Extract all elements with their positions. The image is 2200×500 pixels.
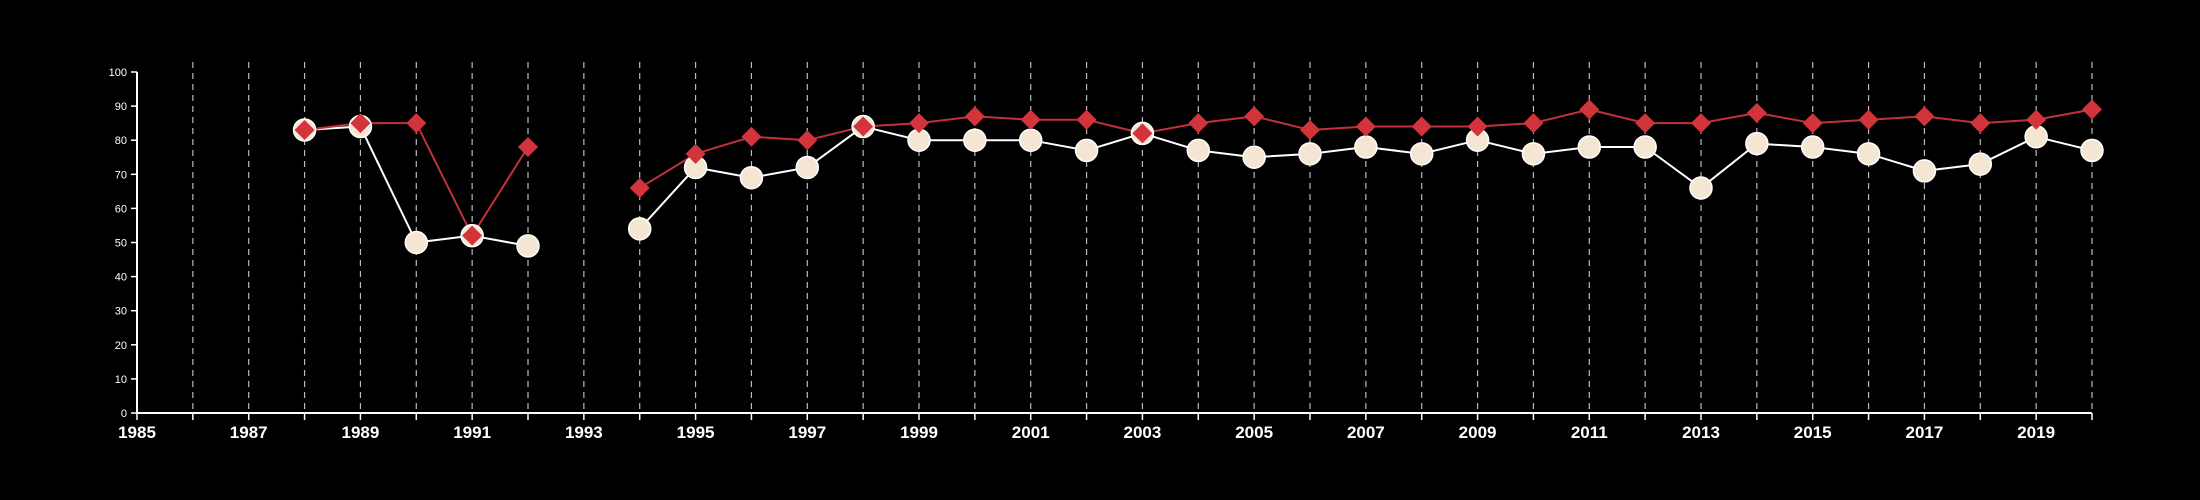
x-tick-label: 2015 [1794,423,1832,442]
diamond-marker [909,113,929,134]
y-tick-label: 70 [115,169,127,181]
axes: 0 10 20 30 40 50 60 70 80 90 100 1985 1987 1989 1991 19… [109,67,2093,442]
circle-marker [404,230,429,255]
diamond-marker [1579,99,1600,120]
circle-marker [1800,135,1825,159]
circle-marker [795,155,820,180]
diamond-marker [1244,106,1265,127]
diamond-marker [853,116,874,137]
circle-marker [1577,135,1602,159]
circle-marker [1633,135,1657,159]
diamond-marker [1355,116,1376,137]
diamond-marker [1691,113,1711,134]
diamond-marker [1076,109,1097,130]
diamond-marker [2082,99,2102,120]
diamond-marker [741,126,762,147]
circle-marker [1409,142,1434,166]
x-tick-label: 1991 [453,423,491,442]
y-tick-label: 20 [115,340,127,352]
circle-marker [963,128,987,152]
diamond-marker [350,113,371,134]
y-tick-label: 10 [115,374,127,386]
x-tick-label: 2007 [1347,423,1385,442]
diamond-marker [1411,116,1432,137]
y-tick-label: 30 [115,306,127,318]
x-tick-label: 1999 [900,423,938,442]
x-tick-label: 2003 [1124,423,1162,442]
x-tick-label: 2001 [1012,423,1050,442]
x-tick-label: 1989 [342,423,380,442]
diamond-marker [462,225,483,246]
circle-marker [1298,142,1322,166]
circle-marker [1856,142,1881,166]
circle-marker [1354,135,1378,159]
circle-marker [1018,128,1043,152]
x-tick-label: 2017 [1906,423,1944,442]
x-tick-label: 2019 [2017,423,2055,442]
diamond-marker [1970,113,1991,134]
y-tick-label: 40 [115,272,127,284]
circle-marker [1242,145,1266,169]
circle-marker [1074,138,1099,163]
diamond-marker [1858,109,1879,130]
diamond-marker [964,106,985,127]
circle-marker [1912,159,1937,183]
x-tick-label: 1995 [677,423,715,442]
x-tick-label: 1987 [230,423,268,442]
diamond-marker [1300,119,1320,140]
diamond-marker [1635,113,1656,134]
x-tick-label: 1993 [565,423,603,442]
y-tick-label: 90 [115,101,127,113]
diamond-marker [1523,113,1544,134]
diamond-marker [685,143,706,164]
y-tick-label: 60 [115,203,127,215]
x-tick-label: 2013 [1682,423,1720,442]
diamond-marker [1746,102,1767,123]
x-tick-label: 2005 [1235,423,1273,442]
diamond-marker [1467,116,1488,137]
circle-marker [1745,131,1769,156]
y-tick-label: 80 [115,135,127,147]
circle-marker [1968,152,1993,176]
circle-marker [2080,138,2104,163]
circle-marker [1186,138,1211,163]
x-tick-label: 2011 [1571,423,1608,442]
circle-marker [1689,176,1713,200]
circle-marker [516,234,540,258]
diamond-marker [1914,106,1935,127]
diamond-marker [1020,109,1041,130]
diamond-marker [1132,123,1153,144]
y-tick-label: 100 [109,67,127,79]
circle-marker [627,217,652,241]
x-tick-label: 2009 [1459,423,1497,442]
circle-marker [1521,142,1546,166]
diamond-marker [1802,113,1823,134]
circle-marker [739,165,764,190]
y-tick-label: 0 [121,408,127,420]
diamond-marker [2026,109,2047,130]
diamond-marker [518,137,538,158]
diamond-marker [629,177,650,198]
diamond-marker [406,113,427,134]
y-tick-label: 50 [115,238,127,250]
x-tick-label: 1985 [118,423,156,442]
diamond-marker [294,119,315,140]
diamond-marker [1188,113,1209,134]
data-points [292,99,2104,258]
diamond-marker [797,130,818,151]
x-tick-label: 1997 [788,423,826,442]
